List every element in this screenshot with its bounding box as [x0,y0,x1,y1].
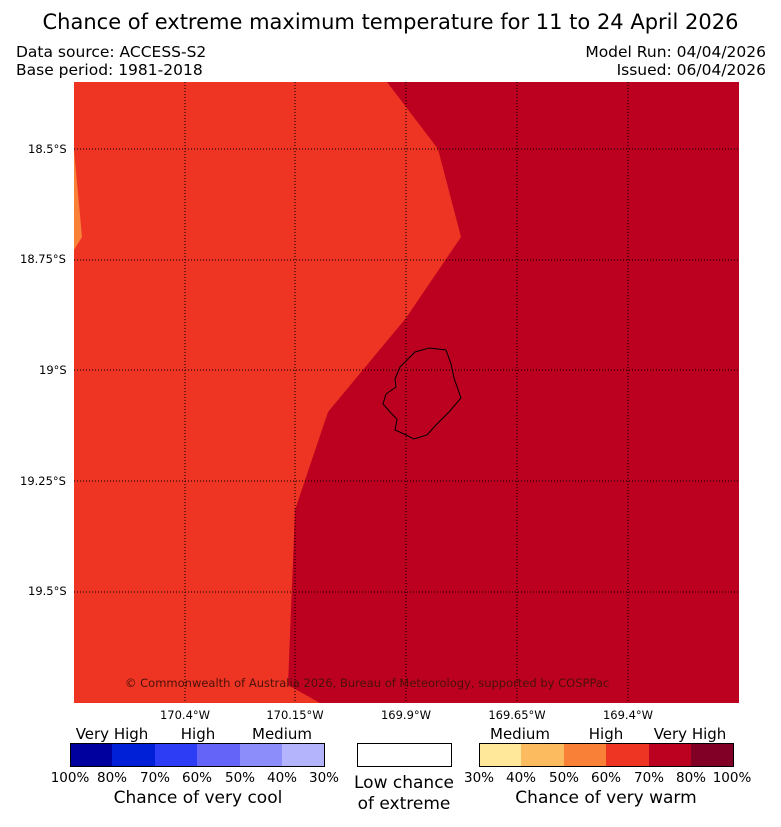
cool-swatch-70-80 [112,743,155,767]
lat-label-19-5: 19.5°S [28,584,67,598]
niue-island-outline [382,347,462,440]
cool-caption: Chance of very cool [113,788,283,808]
neutral-caption-line2: of extreme [357,794,451,814]
warm-tick-60: 60% [590,770,622,786]
issued-date: Issued: 06/04/2026 [616,61,766,79]
warm-tick-30: 30% [463,770,495,786]
lat-label-19-25: 19.25°S [20,474,66,488]
warm-level-medium: Medium [490,725,550,743]
cool-tick-100: 100% [50,770,90,786]
cool-level-high: High [180,725,216,743]
cool-swatch-80-100 [70,743,113,767]
warm-swatch-40-50 [521,743,564,767]
model-run: Model Run: 04/04/2026 [585,43,766,61]
cool-level-very-high: Very High [75,725,149,743]
warm-tick-100: 100% [712,770,752,786]
cool-tick-80: 80% [96,770,128,786]
cool-swatch-40-50 [240,743,283,767]
warm-colorbar-frame [479,743,734,767]
warm-swatch-50-60 [564,743,607,767]
lat-label-18-5: 18.5°S [28,142,67,156]
lat-label-18-75: 18.75°S [20,252,66,266]
cool-swatch-30-40 [282,743,325,767]
warm-caption: Chance of very warm [515,788,697,808]
cool-colorbar-frame [70,743,325,767]
warm-tick-50: 50% [548,770,580,786]
warm-swatch-70-80 [649,743,692,767]
cool-swatch-50-60 [197,743,240,767]
cool-tick-70: 70% [139,770,171,786]
data-source: Data source: ACCESS-S2 [16,43,207,61]
cool-tick-60: 60% [181,770,213,786]
cool-tick-30: 30% [308,770,340,786]
copyright-notice: © Commonwealth of Australia 2026, Bureau… [125,676,609,690]
warm-swatch-60-70 [606,743,649,767]
chart-title: Chance of extreme maximum temperature fo… [42,10,739,34]
probability-map[interactable]: © Commonwealth of Australia 2026, Bureau… [74,82,739,703]
lon-label-170-4: 170.4°W [159,708,211,722]
warm-tick-40: 40% [505,770,537,786]
zone-very-warm-70-80 [288,82,739,703]
warm-level-high: High [588,725,624,743]
zone-warm-50-60 [74,150,82,250]
lon-label-169-4: 169.4°W [602,708,654,722]
neutral-caption-line1: Low chance [354,773,454,793]
warm-swatch-30-40 [479,743,522,767]
cool-tick-40: 40% [266,770,298,786]
warm-swatch-80-100 [691,743,734,767]
warm-tick-70: 70% [633,770,665,786]
lon-label-170-15: 170.15°W [266,708,324,722]
warm-level-very-high: Very High [653,725,727,743]
cool-level-medium: Medium [252,725,312,743]
cool-swatch-60-70 [155,743,198,767]
lon-label-169-65: 169.65°W [488,708,546,722]
warm-tick-80: 80% [675,770,707,786]
base-period: Base period: 1981-2018 [16,61,203,79]
lat-label-19: 19°S [39,363,67,377]
cool-tick-50: 50% [224,770,256,786]
neutral-swatch [357,743,452,767]
lon-label-169-9: 169.9°W [380,708,432,722]
